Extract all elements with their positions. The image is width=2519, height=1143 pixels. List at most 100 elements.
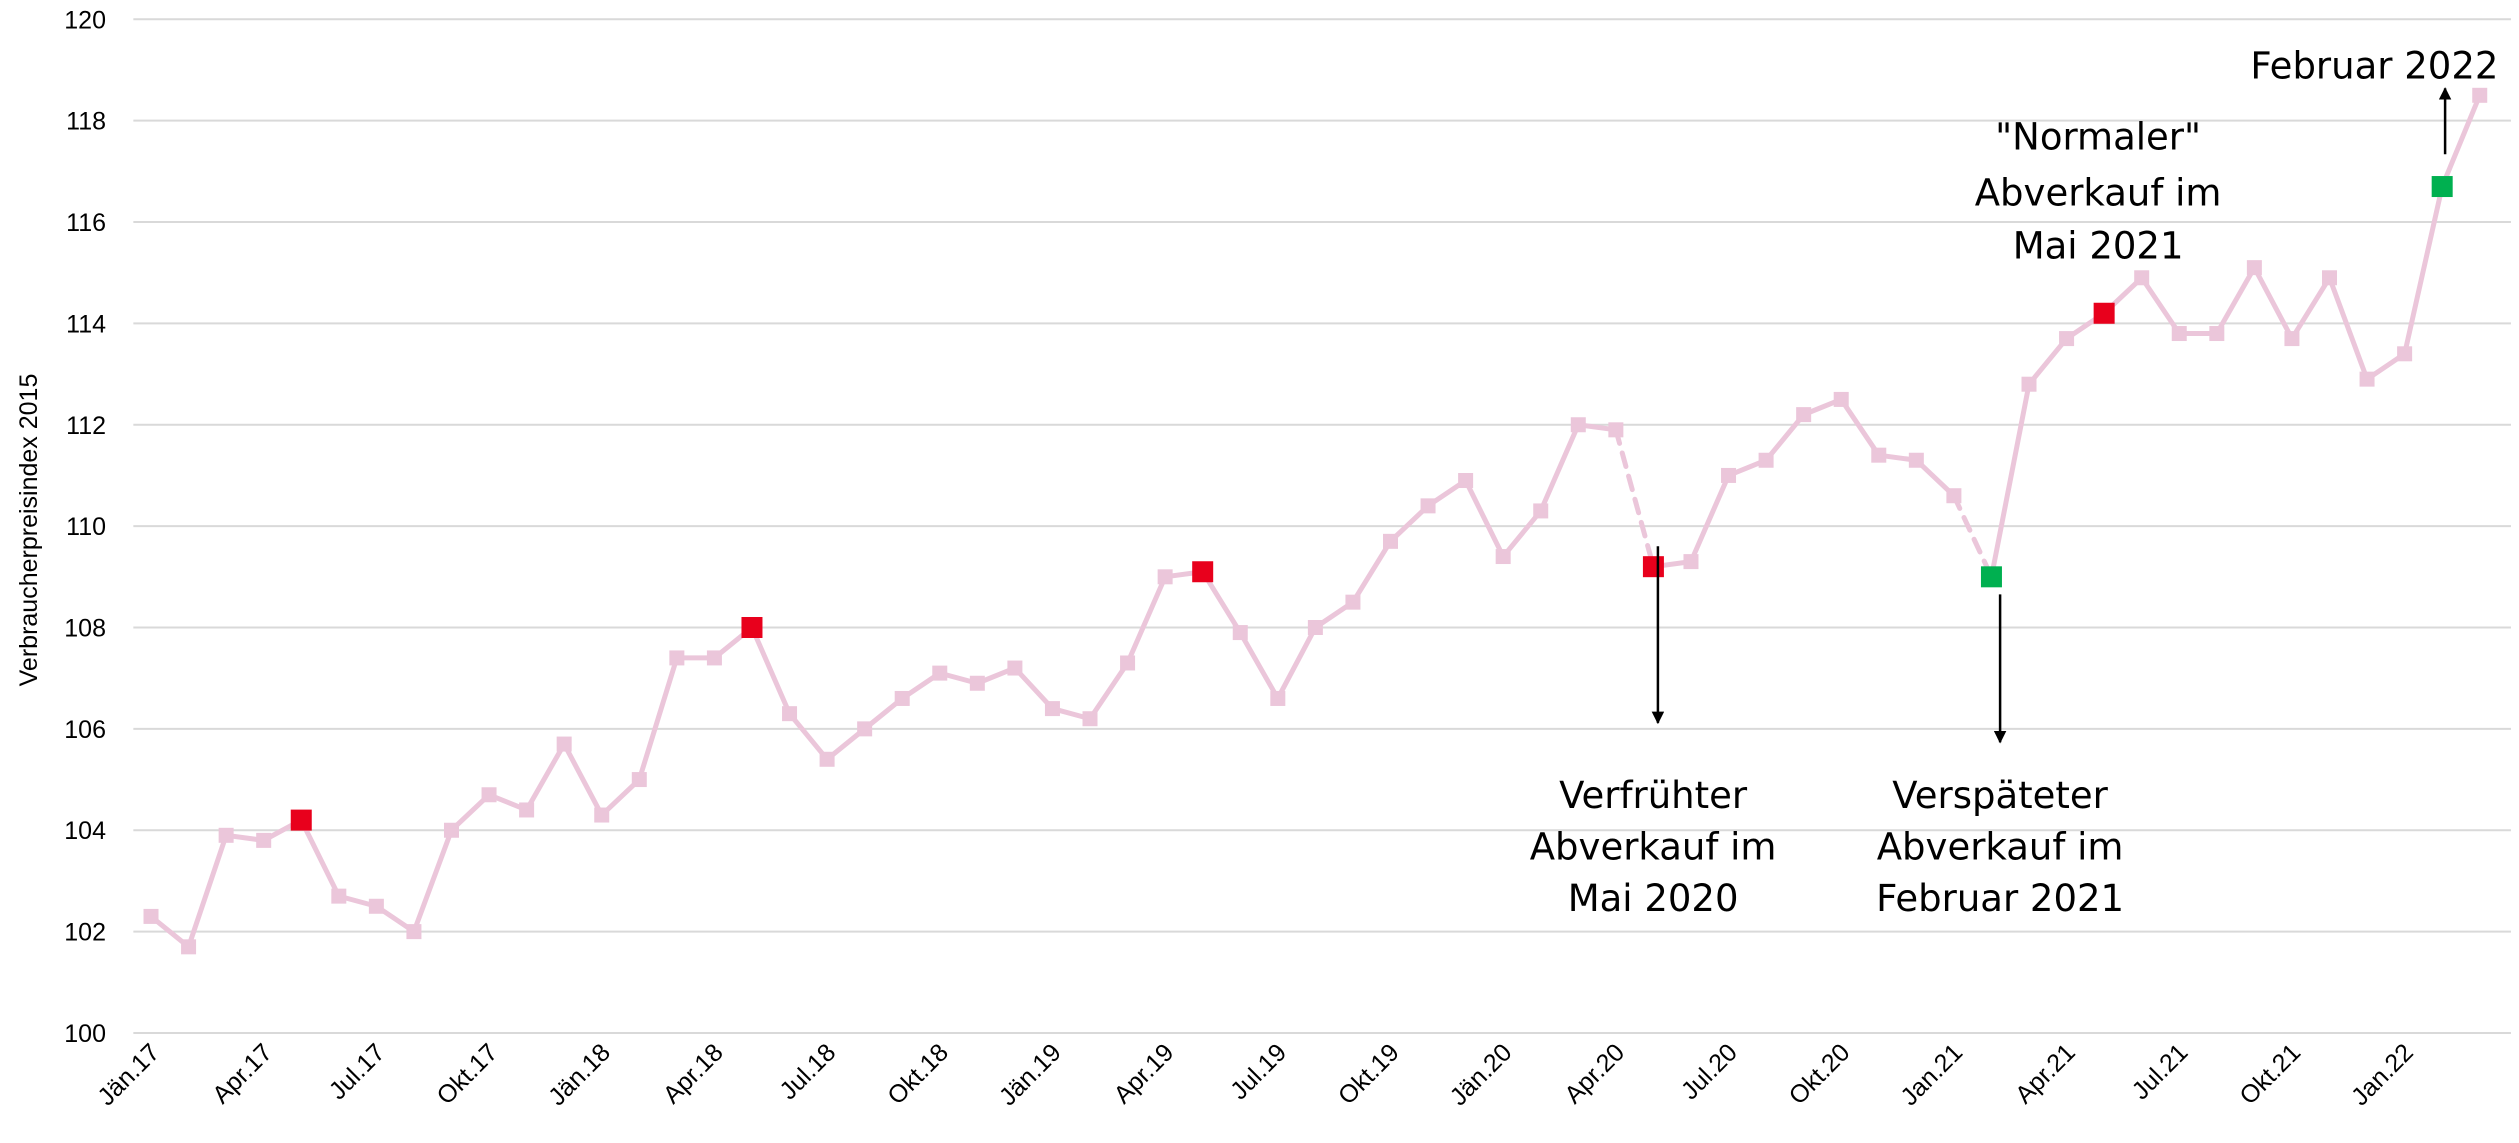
x-tick-label: Jul.19 (1225, 1038, 1292, 1105)
marker (1908, 452, 1924, 468)
marker (1082, 711, 1098, 727)
y-tick-label: 112 (66, 412, 106, 440)
marker (1044, 701, 1060, 717)
x-tick-label: Jän.18 (543, 1038, 616, 1111)
line-segment (1838, 396, 1882, 458)
line-segment (298, 817, 342, 899)
marker (556, 736, 572, 752)
y-tick-label: 120 (64, 6, 106, 34)
annotation: Februar 2021 (1876, 877, 2124, 920)
y-tick-label: 102 (64, 919, 106, 947)
line-segment (1350, 538, 1393, 605)
line-segment (2439, 92, 2483, 190)
marker (1270, 690, 1286, 706)
line-segment (1763, 412, 1807, 463)
line-segment (1613, 427, 1656, 570)
marker (1458, 473, 1474, 489)
annotation: Verfrühter (1559, 774, 1748, 817)
line-segment (1125, 574, 1168, 666)
marker (256, 832, 272, 848)
marker (331, 888, 347, 904)
line-segment (524, 741, 567, 813)
highlight-marker (1642, 556, 1664, 578)
marker (443, 822, 459, 838)
marker (594, 807, 610, 823)
marker (368, 898, 384, 914)
line-segment (2326, 275, 2370, 382)
marker (969, 675, 985, 691)
x-tick-label: Apr.18 (658, 1038, 729, 1109)
y-axis-label: Verbraucherpreisindex 2015 (15, 374, 43, 687)
highlight-marker (2093, 302, 2115, 324)
highlight-marker (741, 617, 763, 639)
marker (181, 939, 197, 955)
marker (2246, 260, 2262, 276)
annotation: "Normaler" (1995, 115, 2201, 158)
marker (1382, 533, 1398, 549)
x-tick-label: Jul.17 (324, 1038, 391, 1105)
y-tick-label: 108 (64, 615, 106, 643)
x-tick-label: Jän.17 (92, 1038, 165, 1111)
line-segment (561, 741, 605, 818)
marker (706, 650, 722, 666)
y-tick-label: 116 (66, 209, 106, 237)
marker (2171, 326, 2187, 342)
marker (1495, 549, 1511, 565)
line-segment (787, 711, 830, 762)
line-segment (1237, 630, 1281, 701)
marker (894, 690, 910, 706)
marker (2321, 270, 2337, 286)
marker (1232, 625, 1248, 641)
x-tick-label: Okt.19 (1333, 1038, 1405, 1110)
marker (1946, 488, 1962, 504)
x-tick-label: Jan.21 (1895, 1038, 1968, 1111)
line-segment (2214, 265, 2257, 337)
highlight-marker (1980, 566, 2002, 588)
marker (2209, 326, 2225, 342)
x-tick-label: Jän.20 (1445, 1038, 1518, 1111)
marker (1608, 422, 1624, 438)
marker (406, 924, 422, 940)
x-tick-label: Apr.19 (1108, 1038, 1179, 1109)
marker (1420, 498, 1436, 514)
x-tick-label: Jan.22 (2346, 1038, 2419, 1111)
marker (1533, 503, 1549, 519)
line-segment (2289, 275, 2332, 342)
line-segment (1463, 478, 1506, 560)
marker (1796, 407, 1812, 423)
y-tick-label: 118 (66, 108, 106, 136)
line-segment (1275, 625, 1318, 701)
marker (819, 751, 835, 767)
annotation: Mai 2021 (2013, 225, 2184, 268)
x-tick-label: Jul.20 (1676, 1038, 1743, 1105)
highlight-marker (2431, 176, 2453, 198)
marker (1120, 655, 1136, 671)
highlight-marker (290, 809, 312, 831)
marker (143, 908, 159, 924)
marker (1833, 391, 1849, 407)
marker (218, 827, 234, 843)
annotation: Mai 2020 (1568, 877, 1739, 920)
line-segment (1087, 660, 1131, 722)
y-tick-label: 106 (64, 716, 106, 744)
marker (631, 772, 647, 788)
annotation: Abverkauf im (1530, 825, 1777, 868)
y-tick-label: 114 (66, 310, 106, 338)
marker (519, 802, 535, 818)
marker (481, 787, 497, 803)
line-segment (2402, 184, 2445, 357)
x-tick-label: Okt.20 (1784, 1038, 1856, 1110)
line-segment (2026, 336, 2070, 387)
x-tick-label: Apr.21 (2010, 1038, 2081, 1109)
x-tick-label: Okt.17 (431, 1038, 503, 1110)
y-tick-label: 100 (64, 1020, 106, 1048)
annotation: Abverkauf im (1975, 172, 2222, 215)
line-segment (1951, 493, 1994, 580)
marker (1307, 620, 1323, 636)
x-tick-label: Jul.18 (774, 1038, 841, 1105)
line-segment (749, 625, 793, 717)
x-tick-label: Jul.21 (2127, 1038, 2194, 1105)
line-segment (1988, 381, 2032, 580)
line-segment (1500, 508, 1544, 560)
x-tick-label: Apr.17 (207, 1038, 278, 1109)
